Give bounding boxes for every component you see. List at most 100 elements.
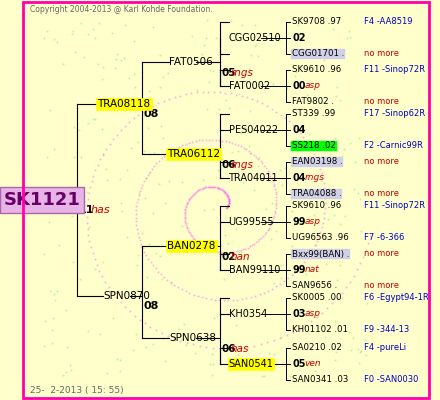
Point (364, 154, 371, 160)
Point (201, 187, 208, 194)
Point (225, 255, 232, 261)
Point (290, 65, 297, 71)
Point (221, 162, 228, 168)
Point (193, 307, 200, 314)
Point (206, 32, 213, 39)
Point (210, 305, 217, 311)
Point (304, 202, 311, 208)
Point (48, 67, 55, 73)
Text: 03: 03 (292, 309, 305, 319)
Point (189, 159, 196, 166)
Point (240, 147, 247, 154)
Point (290, 272, 297, 278)
Point (248, 152, 255, 158)
Point (183, 191, 190, 198)
Point (228, 254, 235, 260)
Point (160, 296, 167, 302)
Text: SAN0541: SAN0541 (228, 359, 273, 369)
Point (74, 195, 81, 201)
Point (281, 116, 288, 122)
Point (324, 88, 331, 95)
Point (69, 135, 76, 142)
Point (225, 289, 232, 295)
Point (141, 74, 148, 80)
Point (224, 200, 231, 207)
Text: no more: no more (364, 158, 399, 166)
Point (165, 298, 172, 304)
Point (216, 49, 224, 55)
Point (126, 86, 133, 92)
Point (134, 107, 141, 113)
Point (197, 208, 204, 214)
Point (264, 54, 271, 61)
Point (288, 186, 295, 192)
Point (192, 256, 199, 262)
Point (256, 102, 263, 109)
Point (186, 198, 193, 204)
Point (252, 101, 259, 107)
Point (177, 56, 184, 62)
Text: PES04022: PES04022 (228, 125, 278, 135)
Point (204, 210, 211, 216)
Point (152, 128, 159, 135)
Point (130, 278, 137, 285)
Point (147, 135, 154, 141)
Point (356, 45, 363, 52)
Point (202, 152, 209, 158)
Point (210, 210, 217, 216)
Point (188, 201, 195, 208)
Point (116, 37, 123, 44)
Point (68, 363, 75, 370)
Point (311, 152, 318, 158)
Point (194, 304, 201, 311)
Point (192, 156, 199, 163)
Point (304, 299, 311, 305)
Point (237, 250, 244, 257)
Point (140, 216, 147, 222)
Point (84, 363, 92, 369)
Point (194, 206, 201, 212)
Point (206, 59, 213, 65)
Text: ST339 .99: ST339 .99 (292, 110, 335, 118)
Point (268, 218, 275, 225)
Point (132, 179, 139, 186)
Point (271, 181, 278, 188)
Point (103, 23, 110, 30)
Point (212, 210, 219, 216)
Point (178, 108, 185, 114)
Point (219, 256, 226, 263)
Point (121, 372, 128, 378)
Point (188, 304, 195, 310)
Point (216, 257, 223, 263)
Point (138, 153, 145, 159)
Point (223, 189, 230, 195)
Point (96, 63, 103, 70)
Point (185, 196, 192, 203)
Point (307, 176, 314, 182)
Point (78, 239, 85, 246)
Point (346, 366, 353, 372)
Point (341, 248, 348, 254)
Point (200, 352, 207, 358)
Point (293, 268, 300, 274)
Text: FAT9802 .: FAT9802 . (292, 98, 334, 106)
Point (237, 263, 244, 270)
Point (257, 236, 264, 242)
Point (205, 257, 213, 264)
Point (91, 359, 98, 365)
Point (235, 146, 242, 152)
Point (155, 125, 162, 132)
Point (354, 47, 361, 54)
Point (255, 238, 262, 244)
Text: FAT0506: FAT0506 (169, 57, 213, 67)
Text: TRA04011: TRA04011 (228, 173, 278, 183)
Text: asp: asp (304, 82, 320, 90)
Text: has: has (91, 205, 111, 215)
Point (318, 170, 325, 176)
Point (231, 145, 238, 151)
Point (220, 96, 227, 103)
Point (109, 104, 116, 111)
Point (267, 158, 274, 164)
Point (321, 189, 328, 195)
Text: SS218 .02: SS218 .02 (292, 142, 336, 150)
